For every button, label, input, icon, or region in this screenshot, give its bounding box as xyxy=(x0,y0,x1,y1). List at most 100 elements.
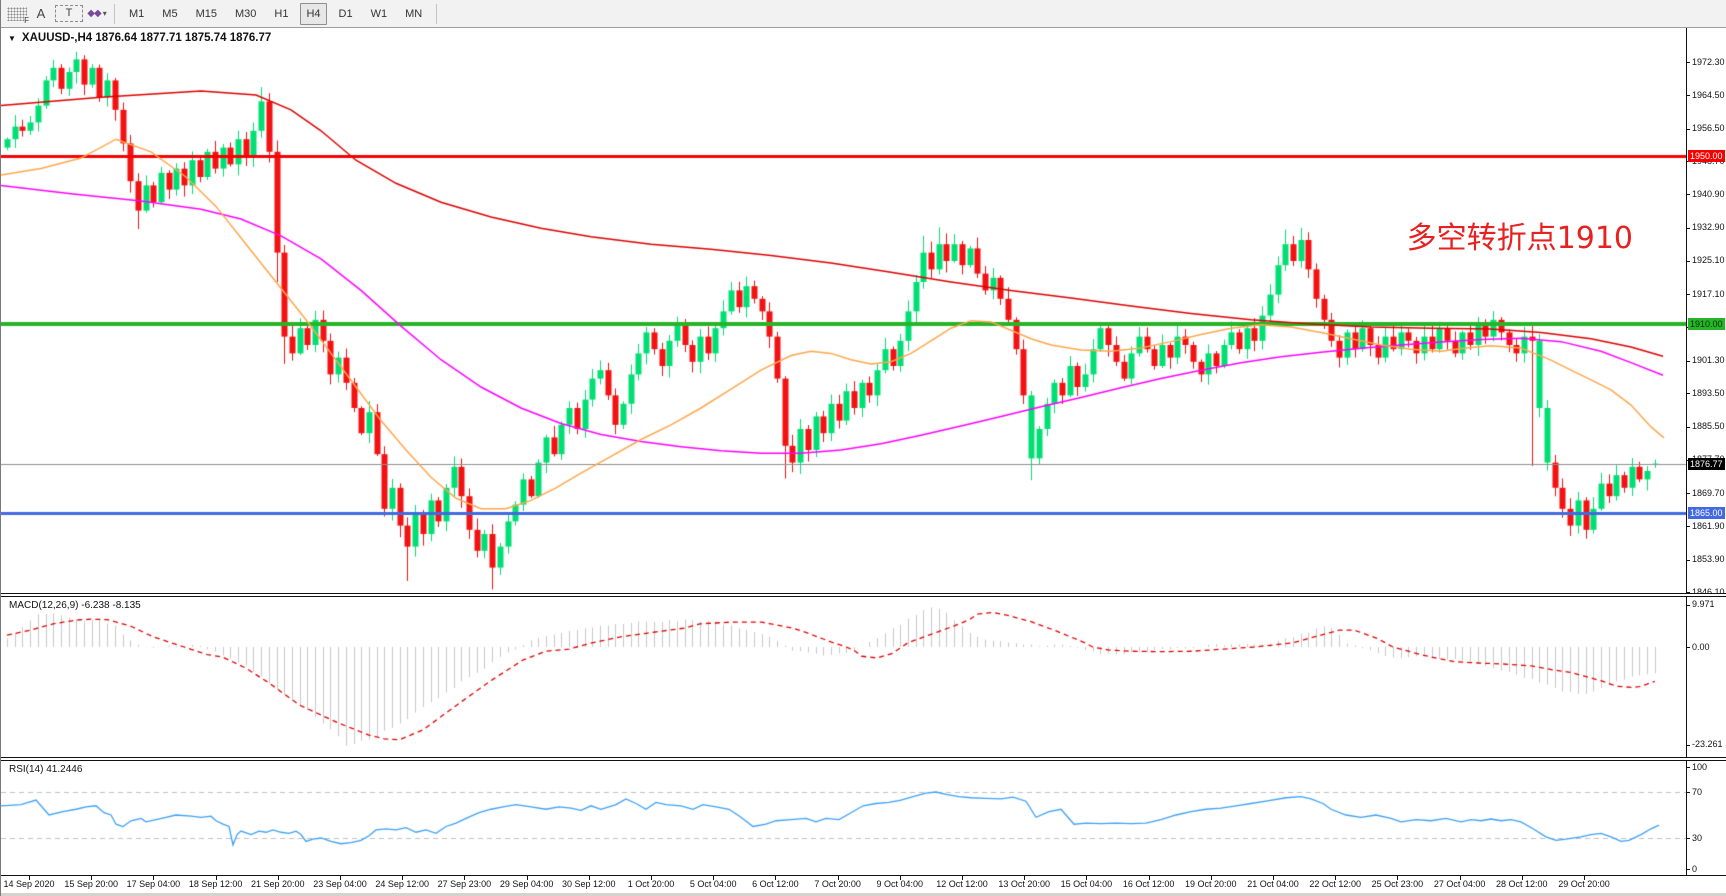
axis-tick-mark xyxy=(1687,838,1690,839)
time-tick-label: 30 Sep 12:00 xyxy=(562,879,616,889)
text-label-icon[interactable]: T xyxy=(55,5,83,22)
time-tick-label: 23 Sep 04:00 xyxy=(313,879,367,889)
macd-indicator-label: MACD(12,26,9) -6.238 -8.135 xyxy=(9,600,141,611)
timeframe-button-w1[interactable]: W1 xyxy=(370,7,388,20)
time-tick-mark xyxy=(91,876,92,880)
axis-tick-mark xyxy=(1687,745,1690,746)
axis-tick-mark xyxy=(1687,560,1690,561)
time-tick-label: 28 Oct 12:00 xyxy=(1496,879,1548,889)
time-tick-mark xyxy=(1086,876,1087,880)
axis-tick-mark xyxy=(1687,869,1690,870)
toolbar-separator xyxy=(114,3,115,24)
grid-snap-icon[interactable]: F xyxy=(7,6,29,25)
time-tick-mark xyxy=(589,876,590,880)
time-tick-label: 13 Oct 20:00 xyxy=(998,879,1050,889)
rsi-panel-canvas[interactable] xyxy=(1,761,1686,875)
timeframe-button-m15[interactable]: M15 xyxy=(195,7,217,20)
time-axis[interactable]: 14 Sep 2020 15 Sep 20:00 17 Sep 04:00 18 Se… xyxy=(1,875,1726,894)
price-tick-label: 1901.30 xyxy=(1692,355,1725,366)
price-tick-label: 1885.50 xyxy=(1692,421,1725,432)
axis-tick-mark xyxy=(1687,129,1690,130)
font-icon[interactable]: A xyxy=(36,6,46,21)
price-tick-label: 1956.50 xyxy=(1692,123,1725,134)
time-tick-mark xyxy=(527,876,528,880)
axis-tick-mark xyxy=(1687,767,1690,768)
axis-tick-mark xyxy=(1687,294,1690,295)
axis-tick-mark xyxy=(1687,493,1690,494)
axis-tick-mark xyxy=(1687,95,1690,96)
window-bottom-edge xyxy=(1,893,1726,896)
time-tick-mark xyxy=(962,876,963,880)
time-tick-label: 21 Oct 04:00 xyxy=(1247,879,1299,889)
axis-tick-mark xyxy=(1687,526,1690,527)
chart-symbol-title[interactable]: ▼ XAUUSD-,H4 1876.64 1877.71 1875.74 187… xyxy=(8,32,271,44)
chevron-down-icon: ▼ xyxy=(8,33,16,43)
panel-separator[interactable] xyxy=(1,593,1726,597)
toolbar: F A T ◆◆ ▾ M1 M5 M15 M30 H1 H4 D1 W1 MN xyxy=(1,0,1726,28)
time-tick-mark xyxy=(216,876,217,880)
price-tick-label: 1846.10 xyxy=(1692,586,1725,597)
price-tick-label: 1964.50 xyxy=(1692,89,1725,100)
time-tick-mark xyxy=(464,876,465,880)
time-tick-label: 9 Oct 04:00 xyxy=(876,879,924,889)
timeframe-button-m5[interactable]: M5 xyxy=(162,7,178,20)
price-chart-canvas[interactable] xyxy=(1,28,1686,593)
time-tick-mark xyxy=(1584,876,1585,880)
time-tick-mark xyxy=(1522,876,1523,880)
time-tick-label: 16 Oct 12:00 xyxy=(1122,879,1175,889)
axis-tick-mark xyxy=(1687,792,1690,793)
macd-tick-label: 0.00 xyxy=(1692,641,1710,652)
panel-separator[interactable] xyxy=(1,757,1726,761)
time-tick-mark xyxy=(278,876,279,880)
time-tick-label: 29 Oct 20:00 xyxy=(1558,879,1610,889)
macd-tick-label: 9.971 xyxy=(1692,599,1715,610)
price-tick-label: 1932.90 xyxy=(1692,222,1725,233)
arrange-windows-icon[interactable]: ◆◆ ▾ xyxy=(87,8,107,19)
price-tick-label: 1925.10 xyxy=(1692,255,1725,266)
time-tick-mark xyxy=(340,876,341,880)
time-tick-mark xyxy=(1024,876,1025,880)
hline-price-badge: 1950.00 xyxy=(1688,150,1725,162)
price-tick-label: 1917.10 xyxy=(1692,288,1725,299)
hline-price-badge: 1865.00 xyxy=(1688,507,1725,519)
macd-panel-canvas[interactable] xyxy=(1,597,1686,757)
timeframe-button-h4[interactable]: H4 xyxy=(300,2,327,25)
toolbar-separator xyxy=(436,3,438,24)
price-tick-label: 1940.90 xyxy=(1692,188,1725,199)
axis-tick-mark xyxy=(1687,393,1690,394)
time-tick-label: 15 Oct 04:00 xyxy=(1060,879,1113,889)
time-tick-label: 18 Sep 12:00 xyxy=(188,879,243,889)
axis-tick-mark xyxy=(1687,605,1690,606)
macd-tick-label: -23.261 xyxy=(1692,739,1723,750)
rsi-tick-label: 70 xyxy=(1692,786,1703,797)
time-tick-mark xyxy=(1335,876,1336,880)
time-tick-mark xyxy=(651,876,652,880)
axis-tick-mark xyxy=(1687,427,1690,428)
time-tick-label: 27 Sep 23:00 xyxy=(437,879,492,889)
time-tick-mark xyxy=(153,876,154,880)
time-tick-mark xyxy=(1273,876,1274,880)
axis-tick-mark xyxy=(1687,228,1690,229)
time-tick-label: 12 Oct 12:00 xyxy=(936,879,988,889)
timeframe-button-h1[interactable]: H1 xyxy=(274,7,289,20)
timeframe-button-m30[interactable]: M30 xyxy=(234,7,257,20)
time-tick-label: 25 Oct 23:00 xyxy=(1371,879,1424,889)
axis-tick-mark xyxy=(1687,194,1690,195)
symbol-ohlc-text: XAUUSD-,H4 1876.64 1877.71 1875.74 1876.… xyxy=(21,32,272,44)
timeframe-button-m1[interactable]: M1 xyxy=(129,7,145,20)
timeframe-button-mn[interactable]: MN xyxy=(405,7,423,20)
axis-tick-mark xyxy=(1687,261,1690,262)
price-axis[interactable]: 1972.301964.501956.501948.701940.901932.… xyxy=(1686,28,1726,875)
current-price-badge: 1876.77 xyxy=(1688,457,1725,470)
chart-area: ▼ XAUUSD-,H4 1876.64 1877.71 1875.74 187… xyxy=(1,28,1726,896)
timeframe-buttons: M1 M5 M15 M30 H1 H4 D1 W1 MN xyxy=(120,2,431,25)
time-tick-label: 27 Oct 04:00 xyxy=(1433,879,1486,889)
axis-tick-mark xyxy=(1687,62,1690,63)
chevron-down-icon: ▾ xyxy=(102,9,107,18)
timeframe-button-d1[interactable]: D1 xyxy=(338,7,353,20)
time-tick-mark xyxy=(1397,876,1398,880)
time-tick-label: 17 Sep 04:00 xyxy=(126,879,181,889)
time-tick-label: 29 Sep 04:00 xyxy=(499,879,554,889)
hline-price-badge: 1910.00 xyxy=(1688,318,1725,330)
